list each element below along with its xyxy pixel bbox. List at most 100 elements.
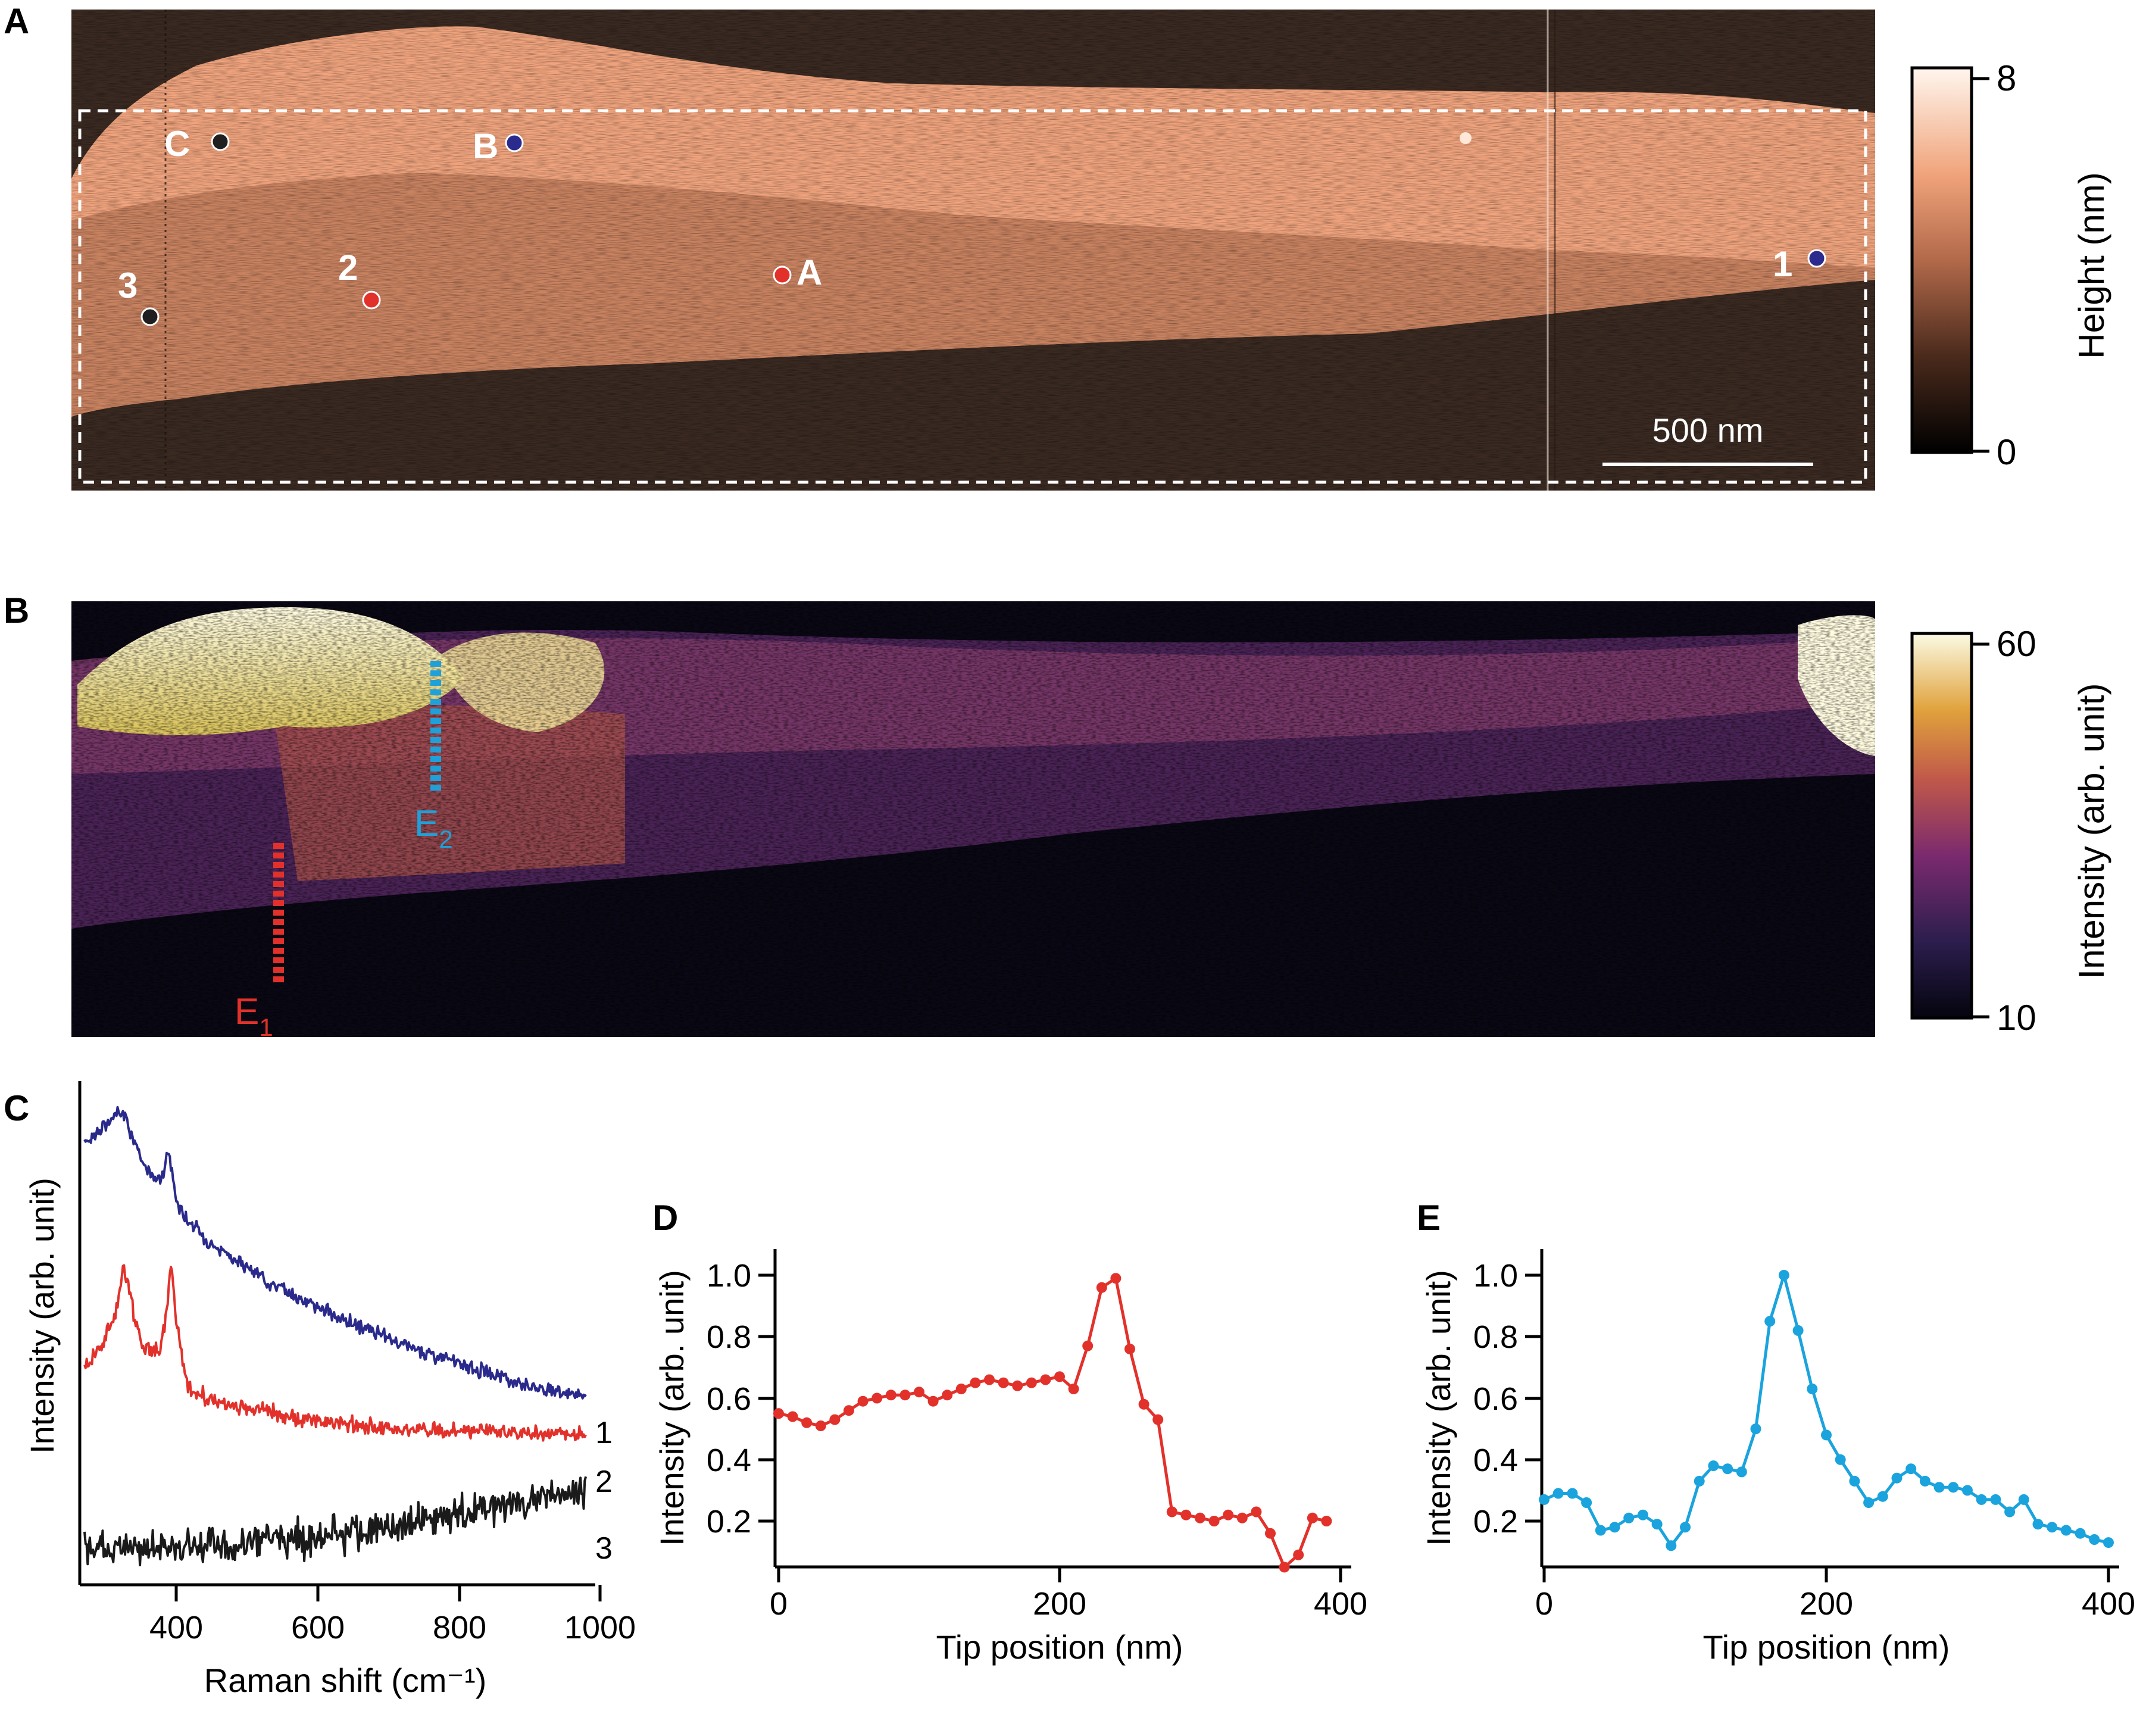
scale-bar: 500 nm xyxy=(1602,411,1813,466)
intensity-map-grain xyxy=(71,601,1875,1037)
chart-e-data-point xyxy=(1552,1488,1564,1499)
marker-a-label: A xyxy=(796,252,822,292)
marker-b-label: B xyxy=(473,126,498,166)
chart-d-series-line xyxy=(778,1276,1327,1569)
chart-e-data-point xyxy=(2004,1506,2016,1518)
chart-e-ytick: 0.6 xyxy=(1473,1381,1542,1417)
colorbar-intensity-gradient xyxy=(1910,632,1973,1020)
chart-d-data-point xyxy=(1152,1414,1164,1425)
chart-e-ytick: 0.2 xyxy=(1473,1504,1542,1540)
chart-e-data-point xyxy=(1948,1482,1959,1493)
chart-c-series-label-1: 1 xyxy=(595,1416,613,1450)
chart-d-data-point xyxy=(998,1377,1009,1388)
chart-e-data-point xyxy=(1990,1494,2001,1505)
chart-e-data-point xyxy=(1708,1460,1719,1472)
chart-d-xtick-label: 400 xyxy=(1314,1586,1367,1622)
chart-e-data-point xyxy=(1807,1384,1818,1394)
marker-b-dot xyxy=(505,133,524,152)
chart-d-data-point xyxy=(871,1392,883,1404)
chart-d-data-point xyxy=(1166,1506,1177,1518)
chart-d-data-point xyxy=(1068,1384,1079,1394)
chart-c-xlabel: Raman shift (cm⁻¹) xyxy=(204,1662,487,1699)
chart-d-data-point xyxy=(1138,1398,1149,1410)
chart-d-data-point xyxy=(1279,1562,1290,1573)
chart-d-data-point xyxy=(1236,1512,1248,1523)
chart-e-xtick-label: 200 xyxy=(1800,1586,1853,1622)
line-cut-e1: E1 xyxy=(235,843,284,1041)
marker-c: C xyxy=(164,124,230,164)
chart-d-data-point xyxy=(1293,1549,1304,1560)
chart-d-ylabel: Intensity (arb. unit) xyxy=(653,1270,691,1546)
colorbar-intensity-min: 10 xyxy=(1997,998,2036,1038)
chart-e-data-point xyxy=(2032,1519,2044,1530)
chart-d-ytick-label: 0.4 xyxy=(707,1442,751,1478)
chart-d-data-point xyxy=(857,1395,869,1407)
chart-c-tick: 400 xyxy=(149,1585,203,1646)
chart-e-data-point xyxy=(1778,1270,1789,1281)
chart-c-tick: 1000 xyxy=(564,1585,636,1646)
chart-e-ytick: 1.0 xyxy=(1473,1258,1542,1294)
chart-e-data-point xyxy=(2047,1522,2058,1533)
line-cut-e2-label: E2 xyxy=(414,803,453,853)
colorbar-height-gradient xyxy=(1910,66,1973,454)
chart-e-series-line xyxy=(1543,1273,2109,1547)
chart-d-xtick: 200 xyxy=(1033,1567,1086,1622)
chart-c-x-ticks: 400 600 800 1000 xyxy=(149,1585,636,1646)
chart-e-data-point xyxy=(1750,1423,1761,1435)
chart-e-xlabel: Tip position (nm) xyxy=(1703,1628,1950,1666)
line-cut-e2: E2 xyxy=(414,661,453,853)
chart-e-ytick: 0.4 xyxy=(1473,1442,1542,1478)
chart-d-data-point xyxy=(1026,1377,1037,1388)
scale-bar-label: 500 nm xyxy=(1652,411,1764,449)
marker-1: 1 xyxy=(1773,244,1826,284)
chart-e-data-point xyxy=(1581,1497,1592,1508)
colorbar-intensity-max: 60 xyxy=(1997,624,2036,664)
marker-a-dot xyxy=(773,266,792,285)
chart-e-data-point xyxy=(1976,1494,1987,1505)
colorbar-height-label: Height (nm) xyxy=(2072,172,2111,358)
chart-d-data-point xyxy=(773,1408,784,1419)
chart-e-data-point xyxy=(1792,1325,1804,1336)
panel-letter-e: E xyxy=(1417,1198,1441,1238)
chart-c-series xyxy=(83,1106,588,1566)
chart-e-data-point xyxy=(1962,1485,1973,1496)
chart-e-data-point xyxy=(1877,1491,1888,1502)
chart-d-xtick-label: 0 xyxy=(770,1586,788,1622)
chart-c-series-line-1 xyxy=(83,1106,587,1400)
chart-d-data-point xyxy=(801,1417,813,1428)
chart-e-ytick-label: 0.2 xyxy=(1473,1504,1518,1540)
marker-2-dot xyxy=(362,291,381,310)
marker-1-dot xyxy=(1807,249,1826,268)
chart-d-data-point xyxy=(1195,1512,1205,1523)
bright-speck xyxy=(1460,132,1472,144)
chart-e-data-point xyxy=(1863,1497,1875,1508)
chart-e-data-point xyxy=(1933,1482,1945,1493)
chart-d-data-point xyxy=(1321,1516,1332,1526)
chart-d-ytick: 0.4 xyxy=(707,1442,775,1478)
marker-c-label: C xyxy=(164,124,190,164)
chart-d-xtick: 400 xyxy=(1314,1567,1367,1622)
chart-e-ytick-label: 1.0 xyxy=(1473,1258,1518,1294)
chart-d-ytick-label: 0.8 xyxy=(707,1319,751,1355)
chart-d-data-point xyxy=(1208,1516,1220,1526)
chart-d-data-point xyxy=(899,1390,911,1401)
chart-e-data-point xyxy=(2103,1537,2114,1548)
chart-e-ytick-label: 0.8 xyxy=(1473,1319,1518,1355)
chart-e-axes xyxy=(1540,1249,2119,1569)
chart-c-tick-label: 1000 xyxy=(564,1610,636,1646)
chart-d-data-point xyxy=(1054,1371,1065,1382)
chart-e-data-point xyxy=(1637,1509,1648,1520)
chart-e-data-point xyxy=(1835,1454,1846,1465)
chart-d-y-ticks: 0.2 0.4 0.6 0.8 1.0 xyxy=(707,1258,775,1540)
marker-2: 2 xyxy=(338,248,381,310)
chart-d-data-point xyxy=(942,1390,953,1401)
chart-e-data-point xyxy=(1722,1463,1733,1475)
line-cut-e1-label: E1 xyxy=(235,991,273,1041)
chart-e-data-point xyxy=(1609,1522,1620,1533)
chart-e-data-point xyxy=(1891,1472,1903,1484)
chart-d-data-point xyxy=(1251,1506,1262,1518)
chart-d-data-point xyxy=(1124,1343,1135,1354)
chart-e-data-point xyxy=(1905,1463,1917,1475)
chart-e-data-point xyxy=(2089,1534,2100,1545)
chart-c-series-line-3 xyxy=(83,1476,588,1566)
